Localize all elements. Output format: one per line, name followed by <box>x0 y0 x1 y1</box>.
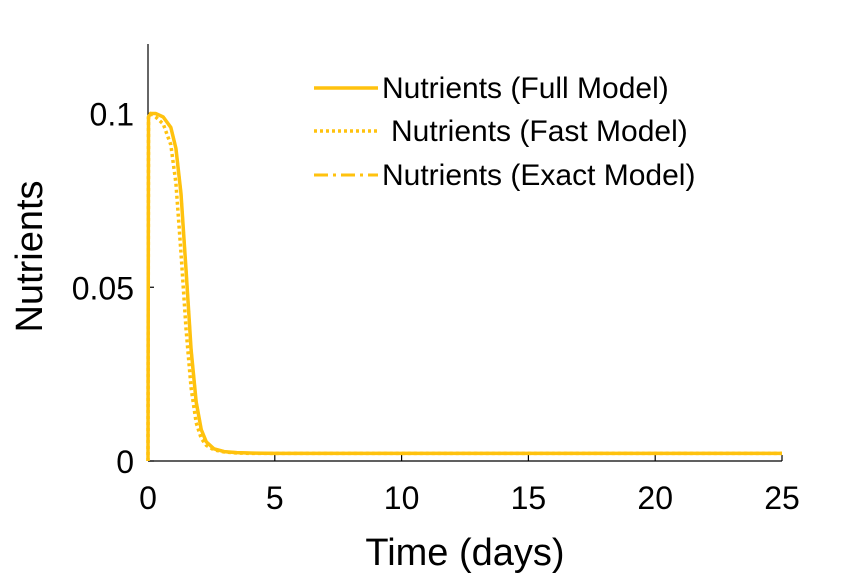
series-line-3 <box>146 112 782 462</box>
x-tick-label: 5 <box>266 480 284 516</box>
x-tick-label: 15 <box>511 480 547 516</box>
x-tick-label: 10 <box>384 480 420 516</box>
x-tick-label: 25 <box>764 480 800 516</box>
x-tick-label: 20 <box>637 480 673 516</box>
legend-label: Nutrients (Exact Model) <box>382 159 695 192</box>
series-layer <box>146 111 782 462</box>
y-tick-label: 0.05 <box>72 270 134 306</box>
y-ticks: 0 0.05 0.1 <box>72 97 154 480</box>
legend-label: Nutrients (Full Model) <box>382 72 669 105</box>
series-line-2 <box>146 111 782 462</box>
x-axis-title: Time (days) <box>365 532 564 574</box>
x-tick-label: 0 <box>139 480 157 516</box>
legend: Nutrients (Full Model) Nutrients (Fast Mo… <box>314 72 695 192</box>
y-axis-title: Nutrients <box>9 180 51 332</box>
y-tick-label: 0.1 <box>90 97 134 133</box>
y-tick-label: 0 <box>116 444 134 480</box>
legend-label: Nutrients (Fast Model) <box>391 115 688 148</box>
x-ticks: 0 5 10 15 20 25 <box>139 455 800 516</box>
axes <box>147 44 782 462</box>
